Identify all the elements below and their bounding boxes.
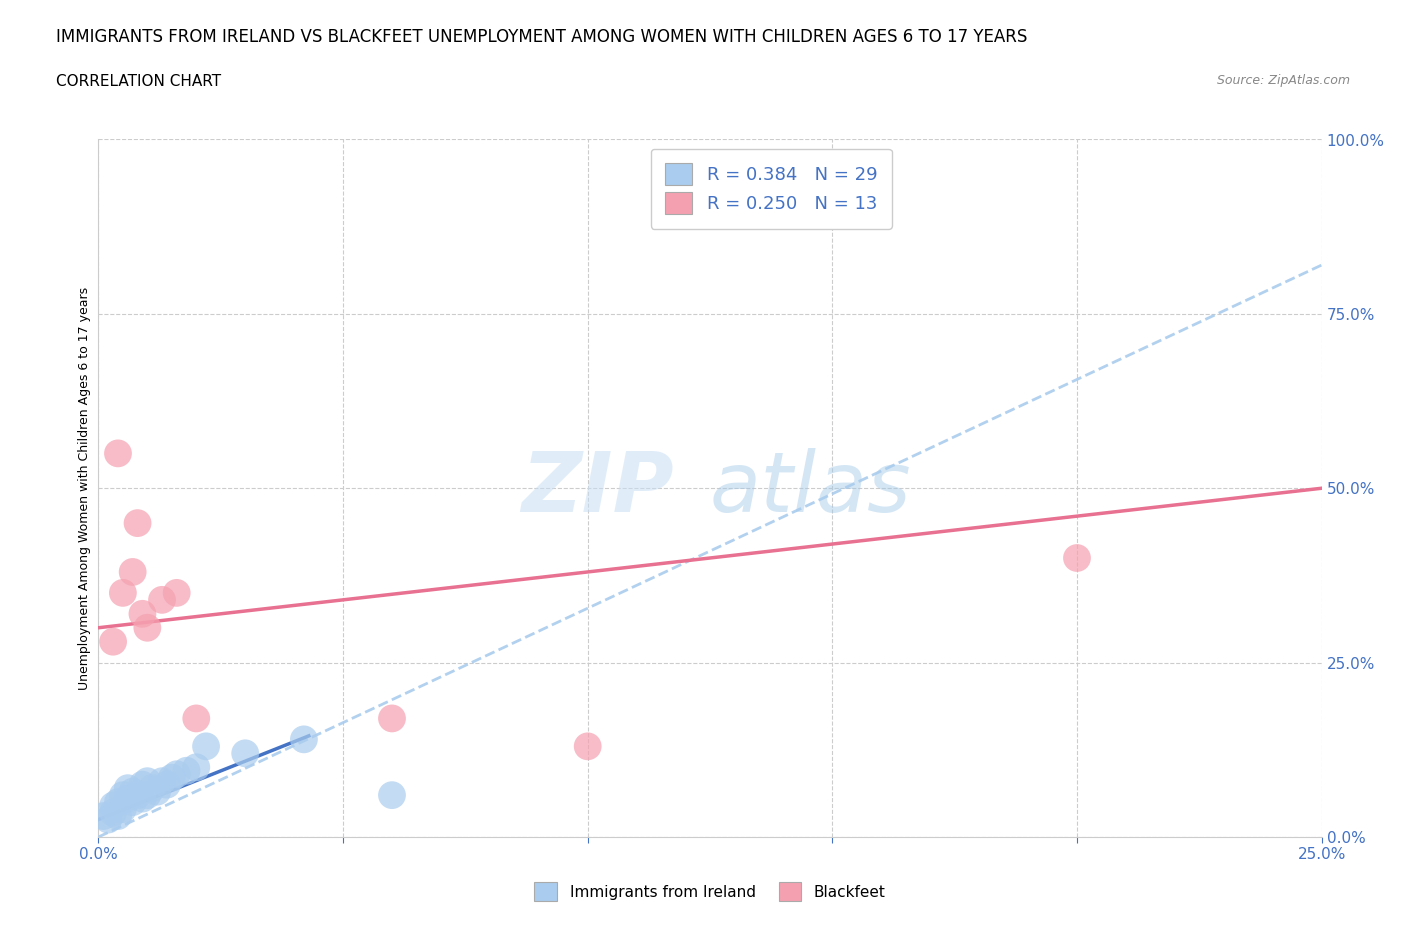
Point xyxy=(111,788,134,803)
Point xyxy=(233,746,256,761)
Point xyxy=(166,766,188,781)
Point xyxy=(1066,551,1088,565)
Point xyxy=(166,586,188,601)
Text: IMMIGRANTS FROM IRELAND VS BLACKFEET UNEMPLOYMENT AMONG WOMEN WITH CHILDREN AGES: IMMIGRANTS FROM IRELAND VS BLACKFEET UNE… xyxy=(56,28,1028,46)
Y-axis label: Unemployment Among Women with Children Ages 6 to 17 years: Unemployment Among Women with Children A… xyxy=(77,286,91,690)
Point xyxy=(576,738,599,753)
Point xyxy=(121,794,143,809)
Text: ZIP: ZIP xyxy=(520,447,673,529)
Point xyxy=(292,732,315,747)
Point xyxy=(97,812,120,827)
Point xyxy=(186,760,208,775)
Point xyxy=(91,809,114,824)
Text: Source: ZipAtlas.com: Source: ZipAtlas.com xyxy=(1216,74,1350,87)
Point xyxy=(381,711,404,725)
Point xyxy=(146,784,169,799)
Point xyxy=(101,805,124,820)
Text: atlas: atlas xyxy=(710,447,911,529)
Point xyxy=(107,794,129,809)
Point xyxy=(150,774,173,789)
Point xyxy=(131,606,153,621)
Point xyxy=(186,711,208,725)
Point xyxy=(141,781,163,796)
Point xyxy=(176,764,198,778)
Legend: Immigrants from Ireland, Blackfeet: Immigrants from Ireland, Blackfeet xyxy=(522,870,898,913)
Point xyxy=(117,781,139,796)
Point xyxy=(136,620,159,635)
Point xyxy=(131,777,153,792)
Point xyxy=(107,809,129,824)
Point xyxy=(117,791,139,806)
Point xyxy=(127,788,149,803)
Point xyxy=(101,634,124,649)
Point xyxy=(195,738,218,753)
Point xyxy=(136,774,159,789)
Point xyxy=(131,791,153,806)
Point xyxy=(150,592,173,607)
Point xyxy=(111,802,134,817)
Point xyxy=(107,445,129,460)
Point xyxy=(121,565,143,579)
Point xyxy=(156,777,179,792)
Point xyxy=(160,770,183,785)
Point xyxy=(121,784,143,799)
Point xyxy=(127,515,149,530)
Point xyxy=(101,798,124,813)
Point xyxy=(136,788,159,803)
Point xyxy=(381,788,404,803)
Point xyxy=(111,586,134,601)
Text: CORRELATION CHART: CORRELATION CHART xyxy=(56,74,221,89)
